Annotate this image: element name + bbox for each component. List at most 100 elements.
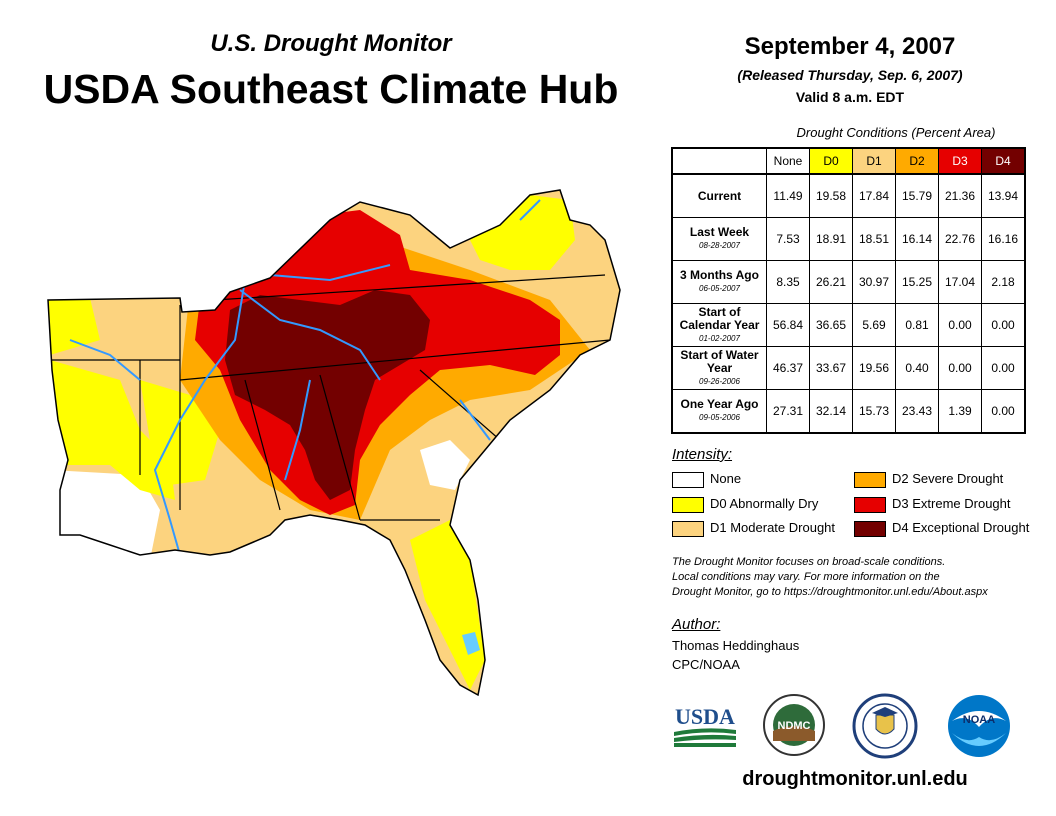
row-label-text: 3 Months Ago — [680, 268, 759, 282]
state-line-4 — [179, 339, 611, 381]
legend-label: D2 Severe Drought — [892, 471, 1004, 486]
state-line-5 — [214, 274, 606, 301]
table-row: One Year Ago 09-05-2006 27.31 32.14 15.73… — [671, 389, 1026, 434]
table-cell: 1.39 — [938, 389, 982, 434]
table-cell: 27.31 — [766, 389, 810, 434]
row-label: Current — [671, 173, 767, 218]
usda-logo-swoosh — [674, 728, 736, 736]
table-row: Last Week 08-28-2007 7.53 18.91 18.51 16.… — [671, 217, 1026, 261]
legend-title: Intensity: — [672, 446, 733, 463]
drought-stats-table: None D0 D1 D2 D3 D4 Current 11.49 19.58 … — [671, 147, 1026, 434]
author-org: CPC/NOAA — [672, 657, 740, 672]
table-cell: 16.14 — [895, 217, 939, 261]
noaa-logo: NOAA — [946, 693, 1012, 759]
release-date: (Released Thursday, Sep. 6, 2007) — [737, 67, 963, 83]
usda-logo-swoosh-2 — [674, 734, 736, 742]
river-cumberland — [269, 264, 391, 282]
table-cell: 18.91 — [809, 217, 853, 261]
legend-label: D1 Moderate Drought — [710, 520, 836, 535]
row-label-date: 06-05-2007 — [699, 284, 740, 293]
row-label: Start of Water Year 09-26-2006 — [671, 346, 767, 390]
legend-swatch — [672, 471, 704, 488]
col-header-none: None — [766, 147, 810, 175]
table-cell: 15.73 — [852, 389, 896, 434]
disclaimer-note: The Drought Monitor focuses on broad-sca… — [672, 555, 1042, 600]
map-date: September 4, 2007 — [744, 33, 956, 60]
col-header-d1: D1 — [852, 147, 896, 175]
note-line: The Drought Monitor focuses on broad-sca… — [672, 556, 946, 568]
row-label-date: 09-05-2006 — [699, 413, 740, 422]
map-state-lines — [50, 274, 611, 521]
table-cell: 13.94 — [981, 173, 1026, 218]
note-line: Drought Monitor, go to https://droughtmo… — [672, 586, 988, 598]
website-link[interactable]: droughtmonitor.unl.edu — [742, 768, 968, 790]
legend-label: None — [710, 471, 742, 486]
state-line-6 — [244, 379, 281, 511]
river-savannah — [459, 399, 491, 441]
valid-time: Valid 8 a.m. EDT — [795, 89, 905, 105]
table-cell: 15.25 — [895, 260, 939, 304]
legend-label: D4 Exceptional Drought — [892, 520, 1030, 535]
table-cell: 11.49 — [766, 173, 810, 218]
drought-map — [47, 189, 621, 697]
col-header-d2: D2 — [895, 147, 939, 175]
noaa-wave — [952, 733, 1006, 746]
row-label: One Year Ago 09-05-2006 — [671, 389, 767, 434]
table-cell: 19.56 — [852, 346, 896, 390]
table-row: Start of Calendar Year 01-02-2007 56.84 3… — [671, 303, 1026, 347]
row-label: Last Week 08-28-2007 — [671, 217, 767, 261]
map-region-outline — [47, 189, 621, 697]
table-cell: 46.37 — [766, 346, 810, 390]
row-label-date: 09-26-2006 — [699, 376, 740, 386]
river-mississippi — [153, 279, 246, 556]
row-label-text: Start of Calendar Year — [679, 304, 760, 332]
row-label-text: One Year Ago — [680, 397, 759, 411]
table-corner — [672, 148, 767, 174]
ndmc-hills — [773, 726, 815, 741]
map-d4-core — [225, 290, 430, 500]
table-cell: 16.16 — [981, 217, 1026, 261]
state-line-7 — [319, 374, 361, 521]
table-row: Current 11.49 19.58 17.84 15.79 21.36 13… — [671, 173, 1026, 218]
table-cell: 0.00 — [981, 346, 1026, 390]
table-cell: 21.36 — [938, 173, 982, 218]
table-cell: 0.40 — [895, 346, 939, 390]
table-cell: 0.00 — [938, 346, 982, 390]
legend-item-d3: D3 Extreme Drought — [854, 496, 1011, 513]
map-lake-okeechobee — [462, 632, 480, 655]
table-row: 3 Months Ago 06-05-2007 8.35 26.21 30.97 … — [671, 260, 1026, 304]
row-label-date: 01-02-2007 — [699, 333, 740, 343]
legend-label: D3 Extreme Drought — [892, 496, 1011, 511]
table-cell: 33.67 — [809, 346, 853, 390]
commerce-seal-icon — [852, 693, 918, 759]
table-cell: 15.79 — [895, 173, 939, 218]
table-cell: 18.51 — [852, 217, 896, 261]
legend-swatch — [672, 496, 704, 513]
row-label: Start of Calendar Year 01-02-2007 — [671, 303, 767, 347]
legend-item-d1: D1 Moderate Drought — [672, 520, 836, 537]
usda-logo-icon: USDA — [674, 704, 736, 747]
map-d0-virginia — [470, 195, 575, 270]
river-tennessee — [239, 289, 381, 381]
table-cell: 19.58 — [809, 173, 853, 218]
author-heading: Author: — [672, 616, 721, 633]
river-potomac — [519, 199, 541, 221]
table-cell: 30.97 — [852, 260, 896, 304]
table-cell: 23.43 — [895, 389, 939, 434]
map-d0-arkansas-north — [48, 298, 100, 355]
seal-shield — [875, 714, 895, 735]
legend-item-d0: D0 Abnormally Dry — [672, 496, 818, 513]
legend-swatch — [854, 471, 886, 488]
map-d0-arkansas-la — [50, 360, 175, 500]
river-alabama — [284, 379, 311, 481]
note-line: Local conditions may vary. For more info… — [672, 571, 940, 583]
legend-swatch — [672, 520, 704, 537]
table-cell: 0.00 — [981, 303, 1026, 347]
ndmc-logo-text: NDMC — [778, 720, 811, 732]
table-cell: 22.76 — [938, 217, 982, 261]
row-label-text: Last Week — [689, 225, 750, 239]
col-header-d4: D4 — [981, 147, 1026, 175]
table-cell: 26.21 — [809, 260, 853, 304]
map-none-atlantic — [420, 440, 470, 490]
table-cell: 8.35 — [766, 260, 810, 304]
